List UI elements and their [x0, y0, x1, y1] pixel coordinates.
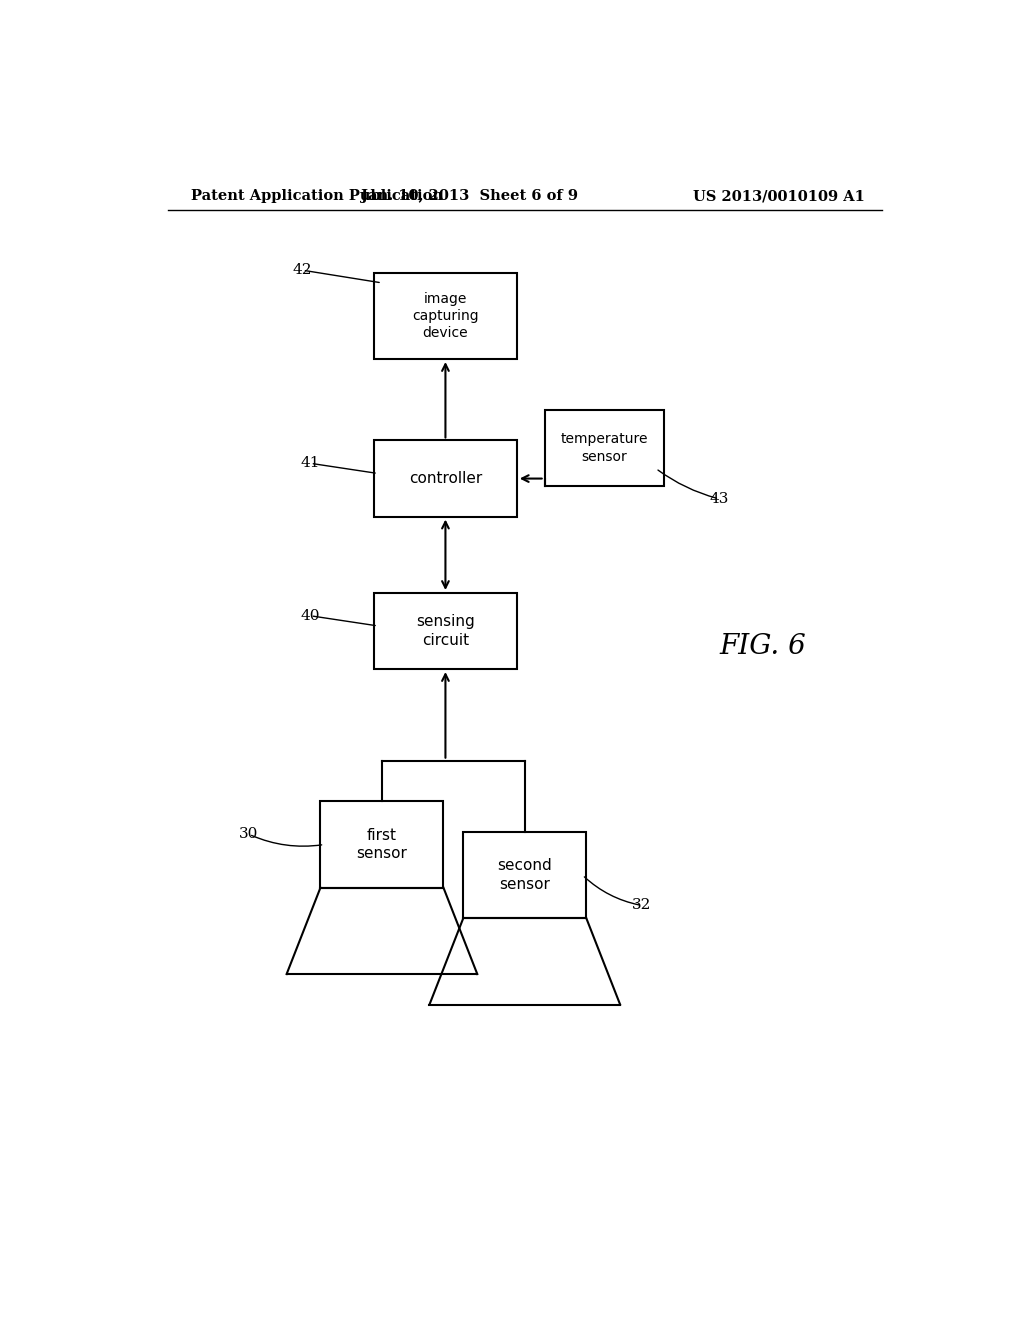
Text: temperature
sensor: temperature sensor: [560, 433, 648, 463]
Text: sensing
circuit: sensing circuit: [416, 614, 475, 648]
Text: image
capturing
device: image capturing device: [412, 292, 479, 341]
Text: FIG. 6: FIG. 6: [720, 632, 806, 660]
Text: first
sensor: first sensor: [356, 828, 408, 861]
Text: 43: 43: [710, 492, 729, 506]
Bar: [374, 593, 517, 669]
Text: 41: 41: [301, 457, 321, 470]
Bar: [463, 832, 587, 919]
Bar: [374, 273, 517, 359]
Text: 40: 40: [301, 609, 321, 623]
Bar: [321, 801, 443, 887]
Text: 32: 32: [632, 899, 651, 912]
Text: controller: controller: [409, 471, 482, 486]
Text: 30: 30: [240, 828, 259, 841]
Bar: [545, 411, 664, 486]
Text: second
sensor: second sensor: [498, 858, 552, 892]
Text: Patent Application Publication: Patent Application Publication: [191, 189, 443, 203]
Text: 42: 42: [293, 263, 312, 277]
Bar: [374, 441, 517, 516]
Text: Jan. 10, 2013  Sheet 6 of 9: Jan. 10, 2013 Sheet 6 of 9: [360, 189, 578, 203]
Text: US 2013/0010109 A1: US 2013/0010109 A1: [693, 189, 864, 203]
